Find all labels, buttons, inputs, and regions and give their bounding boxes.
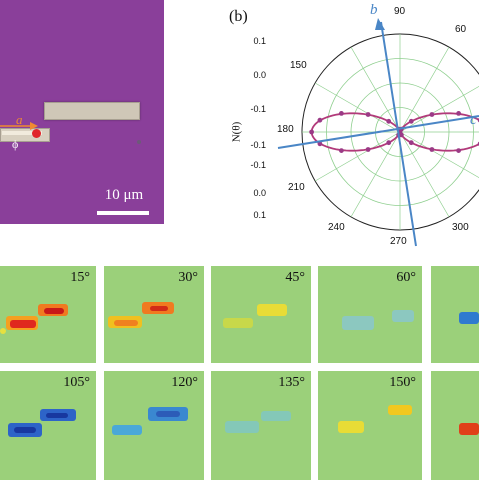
map-tile: 60° (318, 266, 422, 363)
lower-flake-highlight (2, 131, 42, 135)
raman-map-grid: 15° 30° 45° 60° 105° 120° (0, 266, 479, 480)
scale-bar-label: 10 μm (104, 187, 144, 203)
polar-spoke (399, 131, 479, 179)
data-point (408, 118, 414, 124)
map-tile: 15° (0, 266, 96, 363)
radial-tick: -0.1 (250, 160, 266, 170)
radial-tick: -0.1 (250, 104, 266, 114)
data-point (386, 118, 392, 124)
data-point (339, 111, 344, 116)
polar-spoke (350, 46, 401, 133)
axis-b-label: b (370, 2, 378, 18)
angle-label: 210 (288, 182, 305, 193)
tile-label: 45° (285, 270, 305, 285)
tile-label: 135° (278, 375, 305, 390)
data-point (339, 148, 344, 154)
map-tile: 30° (104, 266, 204, 363)
data-point (317, 117, 323, 123)
laser-spot (32, 129, 41, 138)
angle-label: 60 (455, 24, 467, 35)
tile-label: 120° (171, 375, 198, 390)
crystal-axis-c (277, 115, 479, 149)
polar-spoke (399, 46, 450, 133)
angle-label: 90 (394, 6, 406, 17)
map-tile: 105° (0, 371, 96, 480)
polar-spoke (314, 131, 401, 182)
data-point (386, 140, 392, 146)
polar-grid (301, 33, 479, 231)
map-tile (431, 371, 479, 480)
data-point (429, 147, 435, 152)
axis-phi-label: ϕ (12, 137, 19, 151)
data-point (365, 147, 371, 152)
map-tile (431, 266, 479, 363)
map-tile: 150° (318, 371, 422, 480)
crystal-axis-b (380, 21, 417, 247)
data-point (456, 111, 461, 116)
axis-b-arrowhead (375, 18, 385, 30)
tile-label: 150° (389, 375, 416, 390)
data-point (309, 129, 314, 135)
radial-tick: 0.0 (253, 188, 266, 198)
data-point (429, 112, 435, 117)
panel-label-b: (b) (229, 8, 248, 25)
angle-label: 180 (277, 124, 294, 135)
angle-label: 240 (328, 222, 345, 233)
axis-c-label: c (470, 112, 477, 128)
scale-bar (97, 211, 149, 215)
polar-spoke (399, 131, 450, 218)
data-point (456, 148, 461, 154)
map-tile: 120° (104, 371, 204, 480)
polar-spoke (399, 85, 479, 133)
data-point (365, 112, 371, 117)
radial-tick: 0.1 (253, 210, 266, 220)
polar-plot (277, 18, 479, 247)
data-point (399, 132, 404, 138)
tile-label: 30° (178, 270, 198, 285)
polar-spoke (350, 131, 401, 218)
optical-micrograph: 10 μm a ϕ (0, 0, 164, 224)
radial-tick: -0.1 (250, 140, 266, 150)
map-tile: 135° (211, 371, 311, 480)
debris-speck (137, 140, 141, 144)
data-point (317, 141, 323, 147)
data-point (408, 140, 414, 146)
angle-label: 300 (452, 222, 469, 233)
tile-label: 15° (70, 270, 90, 285)
radial-tick: 0.1 (253, 36, 266, 46)
radial-tick: 0.0 (253, 70, 266, 80)
polar-spoke (314, 82, 401, 133)
angle-label: 270 (390, 236, 407, 247)
upper-flake (44, 102, 140, 120)
tile-label: 105° (63, 375, 90, 390)
axis-a-arrow (0, 122, 38, 130)
map-tile: 45° (211, 266, 311, 363)
axis-a-label: a (16, 112, 23, 127)
tile-label: 60° (396, 270, 416, 285)
angle-label: 150 (290, 60, 307, 71)
